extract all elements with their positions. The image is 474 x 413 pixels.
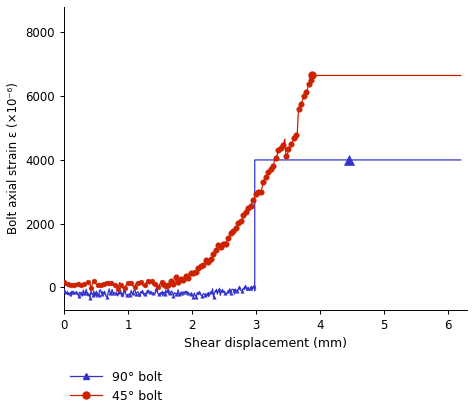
Legend: 90° bolt, 45° bolt: 90° bolt, 45° bolt <box>71 370 162 403</box>
X-axis label: Shear displacement (mm): Shear displacement (mm) <box>184 337 347 350</box>
Y-axis label: Bolt axial strain ε (×10⁻⁶): Bolt axial strain ε (×10⁻⁶) <box>7 83 20 234</box>
